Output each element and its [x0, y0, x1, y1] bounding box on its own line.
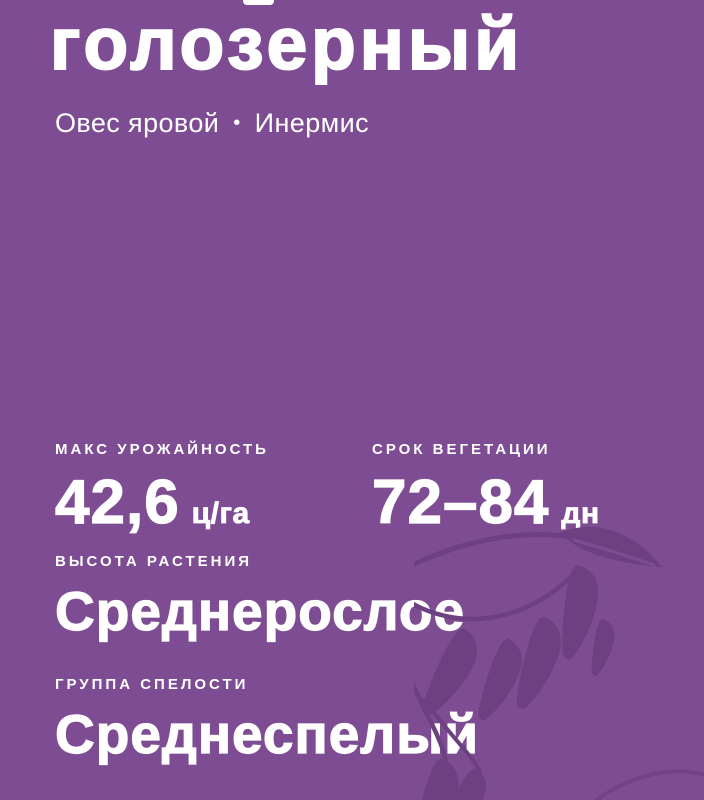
stat-label: МАКС УРОЖАЙНОСТЬ [55, 441, 269, 458]
stat-unit: дн [561, 497, 600, 531]
stat-unit: ц/га [191, 497, 250, 531]
stat-label: ВЫСОТА РАСТЕНИЯ [55, 553, 253, 570]
stat-max-yield: МАКС УРОЖАЙНОСТЬ 42,6 ц/га [54, 441, 269, 537]
crop-subtitle: Овес яровой • Инермис [55, 108, 369, 139]
species-name: Инермис [254, 108, 369, 138]
stat-text: Среднеспелый [54, 703, 480, 765]
stat-number: 42,6 [54, 468, 180, 537]
stat-text: Среднерослое [54, 580, 466, 642]
stat-label: ГРУППА СПЕЛОСТИ [55, 676, 249, 693]
variety-title: голозерный [49, 4, 524, 85]
stat-plant-height: ВЫСОТА РАСТЕНИЯ Среднерослое [54, 553, 466, 642]
crop-name: Овес яровой [55, 108, 220, 138]
separator-dot: • [233, 112, 241, 134]
cropped-title-line-fragment [243, 0, 274, 5]
stat-label: СРОК ВЕГЕТАЦИИ [372, 441, 551, 458]
stat-value: 42,6 ц/га [54, 468, 269, 537]
stat-value: 72–84 дн [371, 468, 600, 537]
stat-number: 72–84 [371, 468, 550, 537]
stat-vegetation-period: СРОК ВЕГЕТАЦИИ 72–84 дн [371, 441, 600, 537]
stat-value: Среднерослое [54, 580, 466, 642]
stat-ripeness-group: ГРУППА СПЕЛОСТИ Среднеспелый [54, 676, 480, 765]
stat-value: Среднеспелый [54, 703, 480, 765]
